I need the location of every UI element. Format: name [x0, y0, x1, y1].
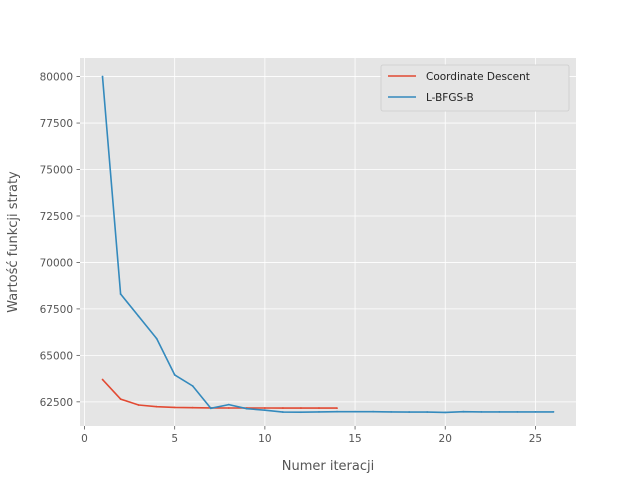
legend-box [380, 64, 570, 112]
data-point-l-bfgs-b [408, 411, 411, 413]
data-point-l-bfgs-b [318, 410, 320, 413]
data-point-l-bfgs-b [534, 410, 537, 413]
data-point-l-bfgs-b [137, 315, 140, 318]
data-point-l-bfgs-b [227, 403, 230, 406]
data-point-coordinate-descent [191, 406, 194, 409]
x-axis-label: Numer iteracji [282, 459, 375, 474]
axis-ticks: 0 5 10 15 20 25 62500 65000 67500 70000 72500 75000… [40, 72, 543, 445]
data-point-l-bfgs-b [282, 411, 284, 413]
x-tick-label: 25 [529, 433, 542, 445]
data-point-l-bfgs-b [245, 407, 248, 410]
y-tick-label: 75000 [40, 165, 73, 177]
data-point-l-bfgs-b [119, 293, 122, 295]
data-point-coordinate-descent [282, 407, 284, 409]
data-point-l-bfgs-b [480, 410, 483, 413]
data-point-coordinate-descent [119, 398, 122, 400]
data-point-l-bfgs-b [390, 410, 393, 413]
data-point-coordinate-descent [101, 378, 104, 381]
y-tick-label: 80000 [40, 72, 73, 84]
y-tick-label: 62500 [40, 397, 73, 409]
data-point-l-bfgs-b [552, 410, 555, 413]
data-point-coordinate-descent [336, 407, 338, 410]
y-tick-label: 65000 [40, 350, 73, 362]
data-point-coordinate-descent [263, 407, 266, 409]
data-point-l-bfgs-b [498, 410, 501, 413]
data-point-l-bfgs-b [173, 373, 176, 376]
data-point-l-bfgs-b [300, 411, 302, 414]
data-point-l-bfgs-b [426, 411, 429, 413]
data-point-l-bfgs-b [444, 411, 447, 414]
data-point-l-bfgs-b [336, 410, 338, 413]
data-point-l-bfgs-b [354, 410, 356, 413]
data-point-coordinate-descent [155, 405, 158, 408]
data-point-coordinate-descent [227, 407, 230, 409]
y-axis-label: Wartość funkcji straty [6, 171, 21, 313]
data-point-coordinate-descent [318, 407, 320, 409]
y-tick-label: 70000 [40, 257, 73, 269]
data-point-l-bfgs-b [191, 385, 194, 387]
series-line-l-bfgs-b [101, 76, 554, 414]
y-tick-label: 67500 [40, 304, 73, 316]
legend-label-l-bfgs-b: L-BFGS-B [426, 92, 474, 104]
y-tick-label: 72500 [40, 211, 73, 223]
legend: Coordinate Descent L-BFGS-B [380, 64, 570, 112]
series-group [101, 75, 555, 414]
data-point-l-bfgs-b [263, 409, 266, 412]
series-line-coordinate-descent [101, 378, 337, 409]
x-tick-label: 5 [171, 433, 178, 445]
data-point-coordinate-descent [173, 406, 176, 409]
data-point-coordinate-descent [300, 407, 302, 409]
x-tick-label: 15 [348, 433, 361, 445]
y-tick-label: 77500 [40, 118, 73, 130]
data-point-l-bfgs-b [372, 410, 374, 413]
data-point-l-bfgs-b [516, 410, 519, 413]
x-tick-label: 0 [81, 433, 88, 445]
data-point-l-bfgs-b [155, 337, 158, 340]
data-point-l-bfgs-b [209, 407, 212, 410]
legend-label-coordinate-descent: Coordinate Descent [426, 71, 530, 83]
plot-area [80, 58, 576, 426]
x-tick-label: 10 [258, 433, 271, 445]
data-point-l-bfgs-b [101, 75, 104, 78]
data-point-coordinate-descent [137, 404, 140, 406]
x-tick-label: 20 [439, 433, 452, 445]
data-point-l-bfgs-b [462, 410, 465, 413]
